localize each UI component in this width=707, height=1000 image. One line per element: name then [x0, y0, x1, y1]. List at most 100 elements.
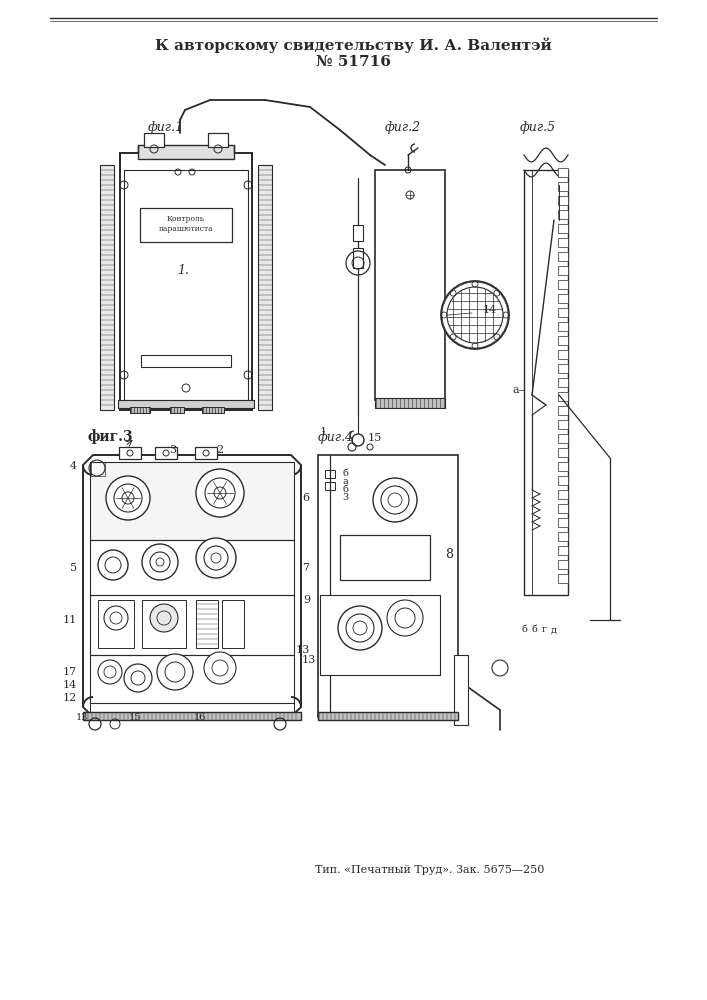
- Bar: [202, 407, 224, 413]
- Bar: [90, 595, 294, 655]
- Bar: [558, 574, 568, 583]
- Bar: [120, 153, 252, 410]
- Text: фиг.3: фиг.3: [88, 430, 134, 444]
- Bar: [558, 434, 568, 443]
- Bar: [208, 133, 228, 147]
- Bar: [558, 490, 568, 499]
- Bar: [222, 600, 244, 648]
- Bar: [454, 655, 468, 725]
- Text: 6: 6: [302, 493, 309, 503]
- Text: 13: 13: [302, 655, 316, 665]
- Bar: [558, 392, 568, 401]
- Circle shape: [373, 478, 417, 522]
- Bar: [558, 532, 568, 541]
- Text: 16: 16: [194, 714, 206, 722]
- Bar: [325, 482, 335, 490]
- Circle shape: [205, 478, 235, 508]
- Text: 4: 4: [70, 461, 77, 471]
- Circle shape: [338, 606, 382, 650]
- Text: б: б: [342, 468, 348, 478]
- Bar: [141, 355, 231, 367]
- Bar: [558, 224, 568, 233]
- Bar: [558, 168, 568, 177]
- Bar: [144, 133, 164, 147]
- Text: 3: 3: [170, 445, 177, 455]
- Bar: [90, 540, 294, 595]
- Bar: [558, 238, 568, 247]
- Bar: [318, 712, 458, 720]
- Bar: [118, 400, 254, 408]
- Bar: [558, 308, 568, 317]
- Text: д: д: [551, 626, 557, 635]
- Bar: [558, 280, 568, 289]
- Text: 1: 1: [320, 427, 327, 437]
- Text: 13: 13: [296, 645, 310, 655]
- Bar: [558, 406, 568, 415]
- Text: 13: 13: [76, 714, 88, 722]
- Bar: [558, 364, 568, 373]
- Bar: [558, 448, 568, 457]
- Text: 5: 5: [70, 563, 77, 573]
- Circle shape: [150, 604, 178, 632]
- Bar: [130, 407, 150, 413]
- Bar: [558, 462, 568, 471]
- Circle shape: [196, 469, 244, 517]
- Bar: [558, 560, 568, 569]
- Bar: [558, 252, 568, 261]
- Bar: [375, 170, 445, 400]
- Bar: [90, 703, 294, 713]
- Bar: [83, 712, 301, 720]
- Text: фиг.1: фиг.1: [148, 121, 184, 134]
- Bar: [155, 447, 177, 459]
- Text: Контроль: Контроль: [167, 215, 205, 223]
- Bar: [558, 546, 568, 555]
- Bar: [558, 294, 568, 303]
- Bar: [340, 535, 430, 580]
- Bar: [98, 600, 134, 648]
- Circle shape: [142, 544, 178, 580]
- Bar: [558, 378, 568, 387]
- Text: 14: 14: [63, 680, 77, 690]
- Bar: [558, 350, 568, 359]
- Bar: [318, 455, 458, 717]
- Text: а: а: [342, 477, 348, 486]
- Text: фиг.4: фиг.4: [318, 430, 354, 444]
- Bar: [558, 322, 568, 331]
- Text: б: б: [342, 485, 348, 493]
- Bar: [90, 462, 294, 540]
- Circle shape: [114, 484, 142, 512]
- Text: 3: 3: [342, 492, 348, 502]
- Bar: [196, 600, 218, 648]
- Bar: [258, 165, 272, 410]
- Bar: [558, 336, 568, 345]
- Text: 12: 12: [63, 693, 77, 703]
- Bar: [124, 170, 248, 400]
- Bar: [91, 462, 105, 476]
- Polygon shape: [83, 455, 301, 717]
- Text: 17: 17: [63, 667, 77, 677]
- Text: 14: 14: [483, 305, 497, 315]
- Text: Тип. «Печатный Труд». Зак. 5675—250: Тип. «Печатный Труд». Зак. 5675—250: [315, 865, 544, 875]
- Text: 9: 9: [303, 595, 310, 605]
- Text: а: а: [513, 385, 519, 395]
- Bar: [100, 165, 114, 410]
- Text: 15: 15: [129, 714, 141, 722]
- Bar: [325, 470, 335, 478]
- Bar: [119, 447, 141, 459]
- Bar: [524, 170, 568, 595]
- Circle shape: [124, 664, 152, 692]
- Bar: [558, 504, 568, 513]
- Bar: [170, 407, 184, 413]
- Bar: [558, 196, 568, 205]
- Text: фиг.2: фиг.2: [385, 121, 421, 134]
- Bar: [558, 476, 568, 485]
- Circle shape: [441, 281, 509, 349]
- Bar: [353, 225, 363, 241]
- Circle shape: [98, 550, 128, 580]
- Text: 1.: 1.: [177, 263, 189, 276]
- Bar: [558, 182, 568, 191]
- Text: № 51716: № 51716: [315, 55, 390, 69]
- Circle shape: [157, 654, 193, 690]
- Bar: [558, 266, 568, 275]
- Text: 15: 15: [368, 433, 382, 443]
